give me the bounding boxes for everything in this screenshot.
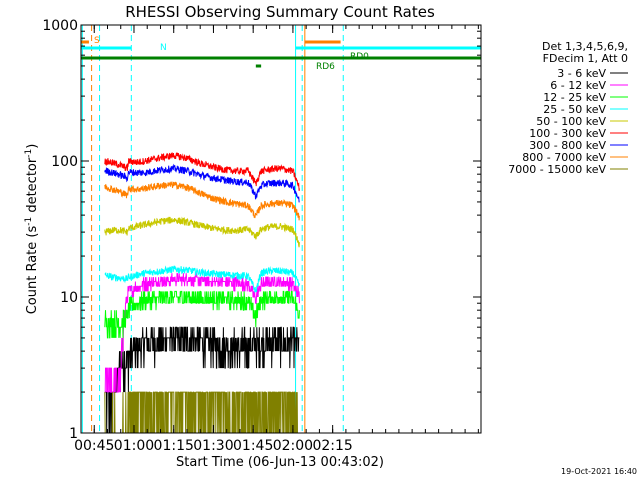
y-tick-label: 100 [51, 154, 78, 170]
plot-frame [80, 24, 482, 434]
legend-entry-label: 6 - 12 keV [550, 79, 606, 92]
y-tick-label: 1000 [42, 18, 78, 34]
x-axis-label: Start Time (06-Jun-13 00:43:02) [176, 455, 384, 470]
legend-entry-label: 7000 - 15000 keV [508, 163, 606, 176]
timestamp: 19-Oct-2021 16:40 [561, 467, 637, 476]
y-axis-label-part1: Count Rate (s [25, 226, 40, 315]
x-tick-label: 01:00 [114, 438, 154, 454]
series-line [104, 181, 300, 221]
series-line [104, 326, 300, 433]
y-axis-label-sup2: -1 [24, 149, 34, 158]
observing-flags: S N RD0 RD6 [81, 25, 481, 433]
legend-entry-label: 50 - 100 keV [536, 115, 606, 128]
legend-entry-label: 12 - 25 keV [543, 91, 606, 104]
y-axis-label-part2: detector [25, 157, 40, 217]
y-axis-label-sup1: -1 [24, 217, 34, 226]
x-tick-label: 00:45 [74, 438, 114, 454]
series-line [104, 265, 300, 293]
night-label: N [160, 43, 167, 53]
x-tick-label: 01:15 [154, 438, 194, 454]
series-line [104, 152, 300, 191]
y-tick-label: 10 [60, 290, 78, 306]
rd6-label: RD6 [316, 62, 335, 72]
series-line [104, 163, 300, 203]
legend-header: FDecim 1, Att 0 [543, 52, 628, 65]
x-tick-label: 01:30 [193, 438, 233, 454]
legend-entry-label: 3 - 6 keV [557, 67, 606, 80]
x-tick-label: 02:15 [312, 438, 352, 454]
x-tick-label: 01:45 [233, 438, 273, 454]
series-line [104, 290, 300, 339]
y-tick-label: 1 [69, 426, 78, 442]
legend-entry-label: 100 - 300 keV [529, 127, 606, 140]
series-line [104, 216, 300, 248]
y-axis-label: Count Rate (s-1 detector-1) [24, 144, 40, 315]
legend-header: Det 1,3,4,5,6,9, [542, 40, 628, 53]
y-axis-label-part3: ) [25, 144, 40, 149]
series-line [104, 391, 300, 433]
series-line [104, 272, 300, 393]
chart-title: RHESSI Observing Summary Count Rates [125, 3, 435, 21]
saa-label: S [94, 36, 100, 46]
legend: Det 1,3,4,5,6,9,FDecim 1, Att 0 3 - 6 keV… [508, 40, 628, 176]
rd0-label: RD0 [350, 52, 369, 62]
legend-entry-label: 300 - 800 keV [529, 139, 606, 152]
legend-entry-label: 800 - 7000 keV [522, 151, 606, 164]
x-tick-label: 02:00 [273, 438, 313, 454]
legend-entry-label: 25 - 50 keV [543, 103, 606, 116]
